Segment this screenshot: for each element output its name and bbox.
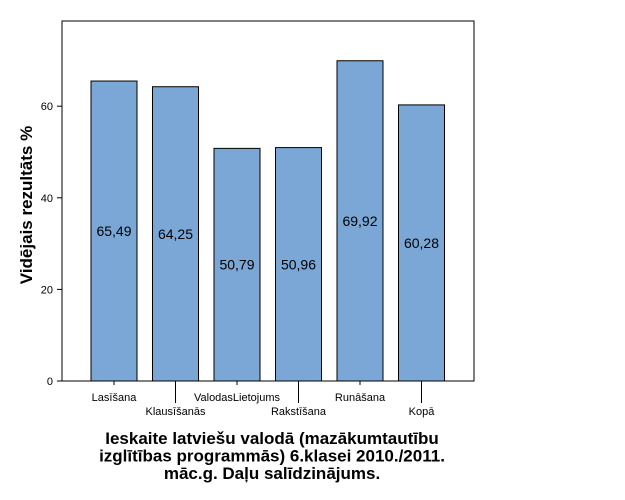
y-axis-label: Vidējais rezultāts %	[17, 126, 36, 284]
data-label: 69,92	[342, 213, 377, 229]
x-tick-label: Lasīšana	[92, 392, 138, 404]
y-tick-label: 40	[41, 193, 53, 205]
y-tick-label: 60	[41, 101, 53, 113]
bar-4	[275, 147, 322, 382]
y-tick-label: 20	[41, 284, 53, 296]
chart-title-line: māc.g. Daļu salīdzinājums.	[164, 464, 380, 483]
chart-title-line: Ieskaite latviešu valodā (mazākumtautību	[105, 429, 439, 448]
x-tick-label: Klausīšanās	[146, 406, 206, 418]
data-label: 50,96	[281, 256, 316, 272]
x-tick-label: Rakstīšana	[271, 406, 327, 418]
x-tick-label: Runāšana	[335, 392, 386, 404]
chart-title-line: izglītības programmās) 6.klasei 2010./20…	[99, 447, 445, 466]
y-tick-label: 0	[47, 376, 53, 388]
x-tick-label: ValodasLietojums	[194, 392, 281, 404]
bar-3	[213, 147, 261, 382]
data-label: 50,79	[219, 257, 254, 273]
bar-5	[336, 60, 384, 382]
data-label: 65,49	[96, 223, 131, 239]
data-label: 64,25	[158, 226, 193, 242]
bar-2	[152, 86, 199, 382]
data-label: 60,28	[404, 235, 439, 251]
bar-6	[398, 104, 445, 382]
x-tick-label: Kopā	[409, 406, 436, 418]
axis-labels: 0 20 40 60 65,49 Lasīšana 64,25 Klausīšanās 50,7…	[17, 101, 445, 483]
plot-area	[57, 20, 475, 403]
